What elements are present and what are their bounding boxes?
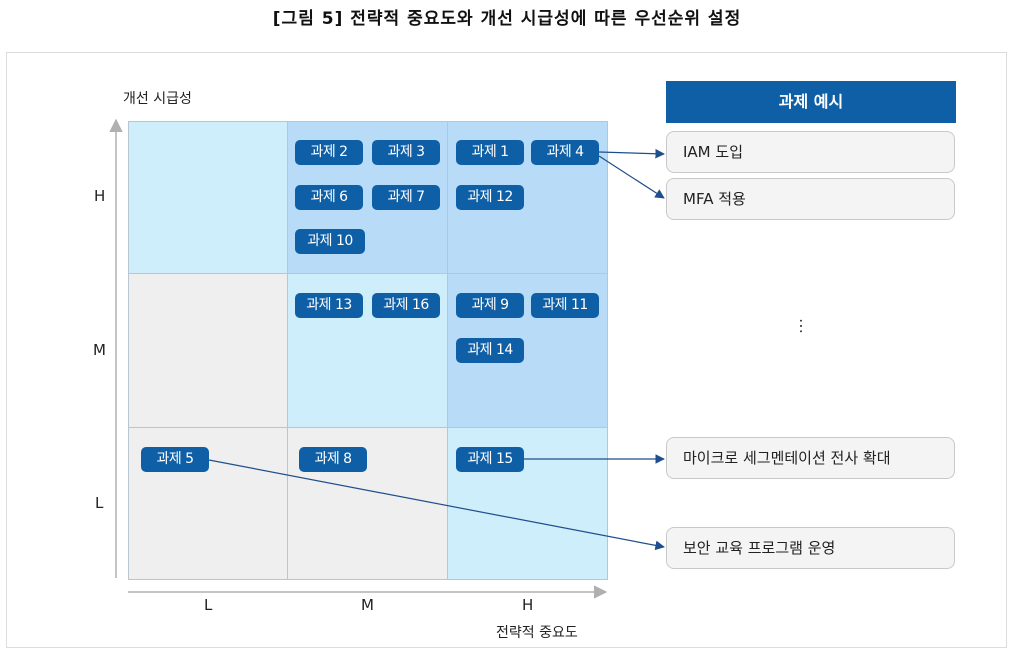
task-5: 과제 5 <box>141 447 209 472</box>
x-axis-title: 전략적 중요도 <box>496 625 578 641</box>
x-tick-low: L <box>204 596 213 614</box>
x-tick-medium: M <box>361 596 374 614</box>
y-tick-high: H <box>94 187 106 205</box>
task-16: 과제 16 <box>372 293 440 318</box>
example-security-education: 보안 교육 프로그램 운영 <box>666 527 955 569</box>
task-6: 과제 6 <box>295 185 363 210</box>
y-tick-medium: M <box>93 341 106 359</box>
example-mfa: MFA 적용 <box>666 178 955 220</box>
task-7: 과제 7 <box>372 185 440 210</box>
example-iam: IAM 도입 <box>666 131 955 173</box>
y-axis-title: 개선 시급성 <box>123 91 192 107</box>
task-8: 과제 8 <box>299 447 367 472</box>
cell-low-medium <box>128 273 288 428</box>
task-9: 과제 9 <box>456 293 524 318</box>
task-12: 과제 12 <box>456 185 524 210</box>
cell-low-high <box>128 121 288 274</box>
task-14: 과제 14 <box>456 338 524 363</box>
example-microsegmentation: 마이크로 세그멘테이션 전사 확대 <box>666 437 955 479</box>
task-3: 과제 3 <box>372 140 440 165</box>
task-15: 과제 15 <box>456 447 524 472</box>
task-13: 과제 13 <box>295 293 363 318</box>
task-1: 과제 1 <box>456 140 524 165</box>
examples-header: 과제 예시 <box>666 81 956 123</box>
arrow-task4-to-mfa <box>598 155 665 199</box>
figure-title: [그림 5] 전략적 중요도와 개선 시급성에 따른 우선순위 설정 <box>272 9 742 29</box>
x-tick-high: H <box>522 596 534 614</box>
ellipsis: … <box>796 318 815 332</box>
task-4: 과제 4 <box>531 140 599 165</box>
task-2: 과제 2 <box>295 140 363 165</box>
arrow-task4-to-iam <box>598 148 665 159</box>
task-11: 과제 11 <box>531 293 599 318</box>
arrow-task5-to-education <box>208 459 665 551</box>
task-10: 과제 10 <box>295 229 365 254</box>
y-tick-low: L <box>95 494 104 512</box>
